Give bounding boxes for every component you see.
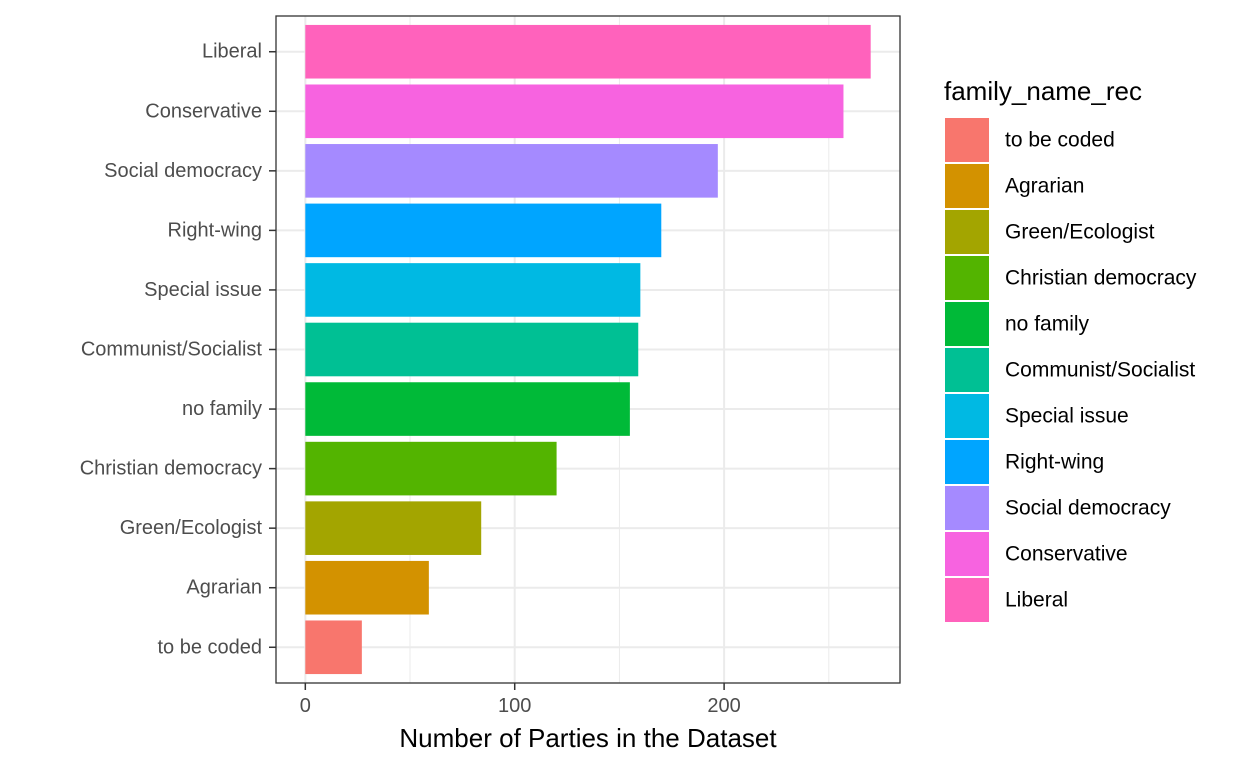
legend-label: Right-wing (1005, 451, 1104, 474)
legend-label: no family (1005, 313, 1090, 336)
legend-key (945, 578, 989, 622)
bar (305, 322, 639, 377)
legend-key (945, 532, 989, 576)
x-tick-label: 100 (498, 695, 531, 717)
legend-key (945, 486, 989, 530)
legend-label: to be coded (1005, 129, 1115, 152)
legend-key (945, 118, 989, 162)
y-tick-label: Christian democracy (80, 458, 262, 480)
legend-key (945, 440, 989, 484)
legend-key (945, 394, 989, 438)
y-tick-label: no family (182, 398, 262, 420)
bar (305, 203, 662, 258)
legend-key (945, 164, 989, 208)
y-tick-label: Agrarian (186, 577, 262, 599)
bar (305, 84, 844, 139)
legend-key (945, 348, 989, 392)
y-tick-label: Special issue (144, 279, 262, 301)
legend-key (945, 302, 989, 346)
bars (305, 24, 871, 675)
bar (305, 144, 718, 198)
x-tick-label: 0 (300, 695, 311, 717)
y-tick-label: Right-wing (168, 219, 262, 241)
y-tick-label: Communist/Socialist (81, 339, 263, 361)
y-tick-label: to be coded (157, 636, 262, 658)
bar (305, 620, 362, 675)
legend-label: Communist/Socialist (1005, 359, 1195, 382)
legend-label: Special issue (1005, 405, 1129, 428)
y-axis: to be coded Agrarian Green/Ecologist Christ… (80, 41, 276, 658)
legend-label: Social democracy (1005, 497, 1171, 520)
legend-label: Green/Ecologist (1005, 221, 1155, 244)
x-tick-label: 200 (707, 695, 740, 717)
y-tick-label: Liberal (202, 41, 262, 63)
y-tick-label: Social democracy (104, 160, 262, 182)
legend-label: Liberal (1005, 589, 1068, 612)
bar (305, 24, 871, 79)
y-tick-label: Conservative (145, 100, 262, 122)
legend-key (945, 210, 989, 254)
legend-label: Conservative (1005, 543, 1128, 566)
bar (305, 263, 641, 317)
y-tick-label: Green/Ecologist (120, 517, 263, 539)
legend-label: Agrarian (1005, 175, 1084, 198)
legend-label: Christian democracy (1005, 267, 1197, 290)
legend-title: family_name_rec (944, 76, 1142, 106)
bar (305, 441, 557, 496)
bar (305, 560, 429, 615)
legend: to be coded Agrarian Green/Ecologist Christ… (945, 118, 1197, 622)
bar (305, 382, 630, 436)
legend-key (945, 256, 989, 300)
x-axis: 0 100 200 (300, 683, 741, 717)
bar (305, 501, 482, 555)
x-axis-title: Number of Parties in the Dataset (399, 723, 777, 753)
